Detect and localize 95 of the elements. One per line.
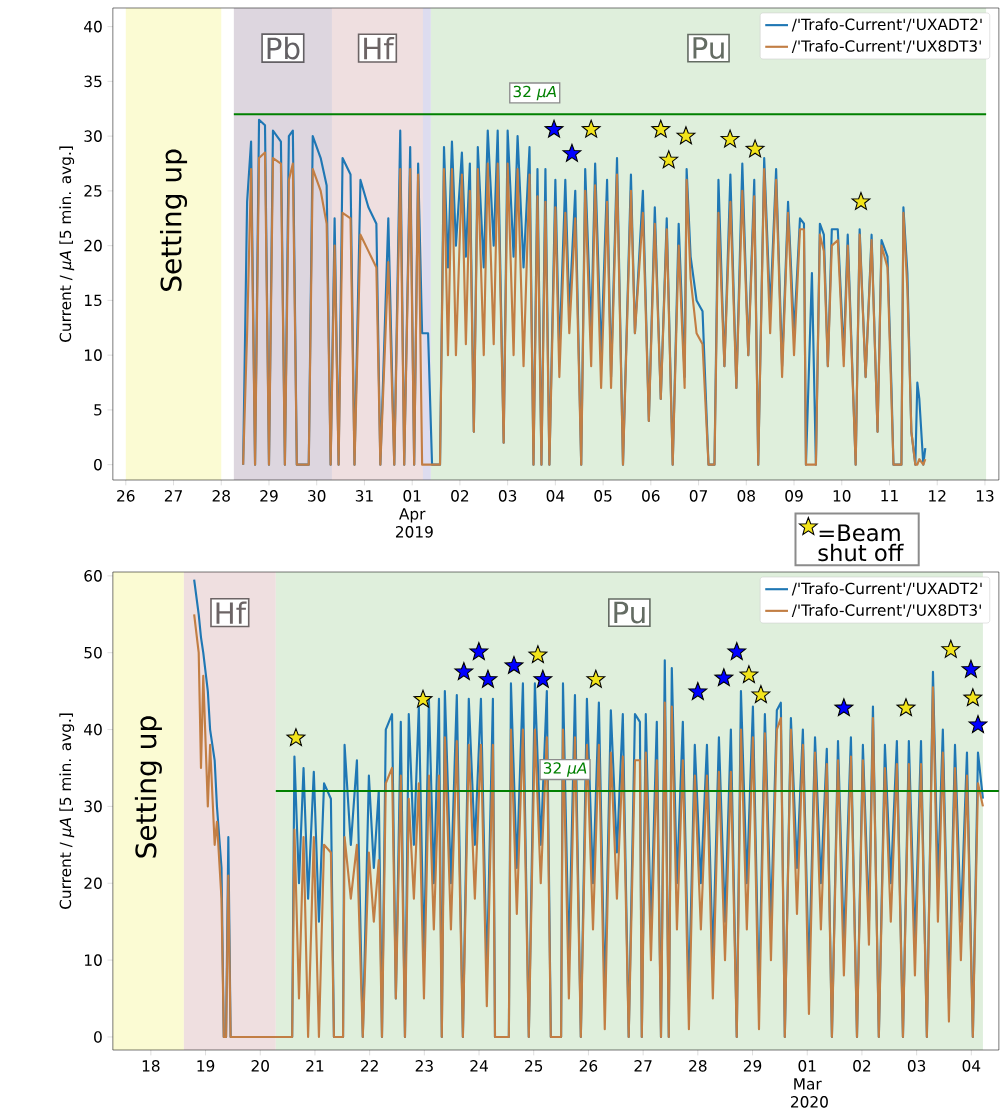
y-tick-label: 40	[84, 20, 102, 33]
x-tick-label: 12	[929, 490, 946, 502]
y-tick-label: 40	[84, 723, 102, 736]
x-tick-label: 11	[881, 490, 898, 502]
band-label: Pb	[267, 36, 300, 60]
point	[739, 665, 759, 684]
point	[413, 689, 433, 708]
x-tick-label: 04	[546, 490, 565, 502]
legend-label: /'Trafo-Current'/'UX8DT3'	[791, 604, 981, 618]
x-tick-label: 21	[306, 1060, 324, 1072]
y-axis-title: Current / μA [5 min. avg.]	[59, 146, 75, 342]
x-tick-label: 04	[962, 1060, 981, 1072]
x-tick-label: 30	[308, 490, 326, 502]
band-label: Hf	[364, 36, 395, 60]
point	[963, 688, 983, 707]
y-tick-label: 30	[84, 800, 102, 813]
x-tick-label: 28	[212, 490, 231, 502]
y-tick-label: 35	[84, 75, 102, 88]
x-tick-label: 29	[260, 490, 278, 502]
band-label: Pu	[693, 37, 724, 60]
x-tick-label: 23	[415, 1060, 433, 1072]
x-tick-label: 22	[361, 1060, 378, 1072]
x-tick-label: 13	[976, 490, 994, 502]
point	[720, 129, 740, 148]
y-tick-label: 50	[84, 646, 102, 659]
point	[533, 669, 553, 688]
x-tick-label: 28	[689, 1060, 707, 1072]
x-tick-label: 10	[833, 490, 851, 502]
x-tick-label: 03	[907, 1060, 926, 1072]
point	[941, 639, 961, 658]
x-tick-label: 06	[642, 490, 660, 502]
x-tick-label: 01 Apr 2019	[396, 490, 433, 538]
point	[834, 698, 854, 717]
y-tick-label: 0	[94, 458, 102, 471]
band-label: Setting up	[134, 716, 162, 858]
x-tick-label: 25	[525, 1060, 543, 1072]
annotation: 32 μA	[543, 762, 587, 777]
y-tick-label: 20	[84, 239, 102, 252]
x-tick-label: 29	[743, 1060, 762, 1072]
point	[751, 685, 771, 704]
annotation: 32 μA	[513, 85, 557, 101]
point	[504, 655, 524, 674]
x-tick-label: 18	[142, 1060, 160, 1072]
x-tick-label: 26	[117, 490, 135, 502]
x-tick-label: 20	[251, 1060, 270, 1072]
y-axis-title: Current / μA [5 min. avg.]	[59, 713, 75, 909]
point	[478, 669, 498, 688]
x-tick-label: 26	[579, 1060, 598, 1072]
y-tick-label: 30	[84, 130, 102, 142]
band-label: Setting up	[160, 149, 188, 291]
x-tick-label: 01 Mar 2020	[791, 1060, 828, 1108]
y-tick-label: 20	[84, 877, 102, 890]
x-tick-label: 31	[355, 490, 373, 502]
point	[469, 642, 489, 661]
x-tick-label: 27	[634, 1060, 652, 1072]
x-tick-label: 09	[785, 490, 803, 502]
point	[562, 143, 582, 162]
point	[528, 645, 548, 664]
x-tick-label: 27	[164, 490, 183, 502]
y-tick-label: 10	[85, 349, 102, 361]
y-tick-label: 25	[84, 185, 102, 197]
point	[651, 119, 671, 138]
band-label: Hf	[216, 601, 247, 624]
legend-label: /'Trafo-Current'/'UX8DT3'	[791, 39, 981, 54]
point	[851, 191, 871, 210]
x-tick-label: 02	[853, 1060, 871, 1072]
x-tick-label: 08	[737, 490, 756, 502]
x-tick-label: 07	[689, 490, 708, 502]
point	[544, 119, 564, 138]
y-tick-label: 60	[84, 570, 102, 582]
point	[659, 150, 679, 169]
point	[961, 659, 981, 678]
y-tick-label: 15	[85, 294, 102, 307]
point	[286, 728, 306, 747]
x-tick-label: 02	[451, 490, 469, 502]
x-tick-label: 19	[197, 1060, 215, 1072]
x-tick-label: 24	[470, 1060, 488, 1072]
point	[714, 668, 734, 687]
point	[676, 126, 696, 145]
point	[727, 642, 747, 661]
point	[586, 669, 606, 688]
y-tick-label: 10	[85, 954, 102, 966]
point	[745, 139, 765, 158]
point	[454, 662, 474, 680]
legend-label: =Beam shut off	[818, 524, 904, 562]
point	[688, 682, 708, 700]
legend-label: /'Trafo-Current'/'UXADT2'	[791, 582, 982, 596]
band-label: Pu	[614, 601, 645, 624]
point	[581, 119, 601, 138]
y-tick-label: 0	[94, 1031, 102, 1043]
point	[896, 698, 916, 717]
x-tick-label: 05	[594, 490, 612, 502]
y-tick-label: 5	[94, 404, 102, 416]
legend-label: /'Trafo-Current'/'UXADT2'	[791, 18, 982, 32]
x-tick-label: 03	[498, 490, 517, 502]
